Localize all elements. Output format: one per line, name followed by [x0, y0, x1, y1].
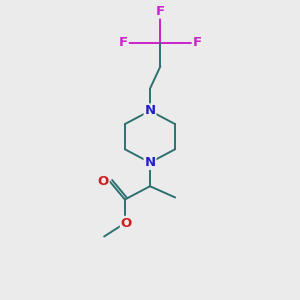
Text: N: N	[144, 104, 156, 117]
Text: O: O	[97, 175, 109, 188]
Text: N: N	[144, 156, 156, 169]
Text: F: F	[119, 36, 128, 49]
Text: O: O	[121, 217, 132, 230]
Text: F: F	[193, 36, 202, 49]
Text: F: F	[156, 4, 165, 18]
